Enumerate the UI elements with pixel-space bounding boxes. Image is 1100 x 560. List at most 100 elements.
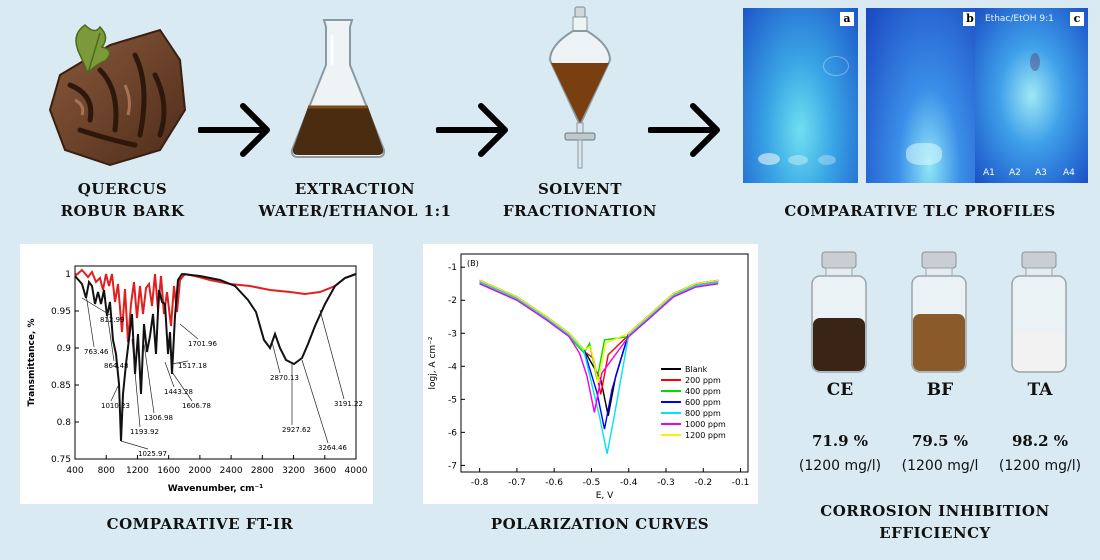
polar-y-tick-label: -4 <box>448 362 457 372</box>
ftir-peak-annotation: 1443.28 <box>164 388 193 396</box>
inhibition-caption: CORROSION INHIBITION EFFICIENCY <box>800 500 1070 544</box>
ftir-peak-annotation: 1306.98 <box>144 414 173 422</box>
ftir-annotation-leader <box>120 440 149 450</box>
tlc-lane-a4: A4 <box>1063 168 1075 178</box>
polar-x-tick-label: -0.1 <box>732 478 750 488</box>
tlc-plate-b: b <box>866 8 981 183</box>
step1-line2: ROBUR BARK <box>60 202 185 220</box>
inhibition-caption-line2: EFFICIENCY <box>879 524 991 542</box>
efficiency-bf: 79.5 % <box>890 432 990 450</box>
tlc-solvent-label: Ethac/EtOH 9:1 <box>985 14 1054 24</box>
vial-powder <box>913 314 965 371</box>
polar-plot-frame <box>460 253 749 473</box>
ftir-annotation-leader <box>105 305 115 362</box>
arrow-right-icon <box>648 103 720 157</box>
sample-label-ta: TA <box>1027 380 1053 400</box>
step1-caption: QUERCUS ROBUR BARK <box>40 178 205 222</box>
polar-x-tick-label: -0.7 <box>508 478 526 488</box>
step2-caption: EXTRACTION WATER/ETHANOL 1:1 <box>255 178 455 222</box>
step3-caption: SOLVENT FRACTIONATION <box>490 178 670 222</box>
ftir-x-tick-label: 800 <box>98 466 115 476</box>
ftir-peak-annotation: 1025.97 <box>138 450 167 458</box>
polar-y-tick-label: -5 <box>448 395 457 405</box>
ftir-x-tick-label: 1600 <box>157 466 180 476</box>
ftir-peak-annotation: 2927.62 <box>282 426 311 434</box>
arrow-right-icon <box>436 103 508 157</box>
efficiency-bf-value: 79.5 <box>911 432 949 450</box>
efficiency-ta: 98.2 % <box>990 432 1090 450</box>
polar-x-tick-label: -0.3 <box>657 478 675 488</box>
ftir-x-tick-label: 2800 <box>251 466 274 476</box>
polar-legend-label: Blank <box>685 365 708 374</box>
polar-panel-label: (B) <box>467 259 479 268</box>
vial-ta-illustration <box>1011 251 1067 373</box>
tlc-lane-a2: A2 <box>1009 168 1021 178</box>
ftir-annotation-leader <box>131 338 141 428</box>
ftir-peak-annotation: 3264.46 <box>318 444 347 452</box>
ftir-peak-annotation: 2870.13 <box>270 374 299 382</box>
ftir-annotation-leader <box>143 343 155 414</box>
concentration-bf: (1200 mg/l <box>901 458 979 474</box>
ftir-y-axis-label: Transmittance, % <box>27 319 37 407</box>
ftir-peak-annotation: 3191.22 <box>334 400 363 408</box>
polar-y-tick-label: -3 <box>448 329 457 339</box>
ftir-x-tick-label: 3200 <box>282 466 305 476</box>
polar-y-tick-label: -7 <box>448 461 457 471</box>
polar-legend-label: 1000 ppm <box>685 420 726 429</box>
polar-legend-label: 200 ppm <box>685 376 721 385</box>
ftir-y-tick-label: 1 <box>65 270 71 280</box>
inhibition-caption-line1: CORROSION INHIBITION <box>820 502 1050 520</box>
ftir-peak-annotation: 1193.92 <box>130 428 159 436</box>
polar-x-axis-label: E, V <box>596 491 614 501</box>
tlc-spot <box>788 155 808 165</box>
tlc-label-c: c <box>1070 12 1084 26</box>
tlc-panel-group: a b c Ethac/EtOH 9:1 A1 A2 A3 A4 <box>743 0 1093 190</box>
tlc-plate-a: a <box>743 8 858 183</box>
polar-x-tick-label: -0.4 <box>620 478 638 488</box>
ftir-plot-frame <box>74 265 357 460</box>
ftir-chart-panel: 400 800 1200 1600 2000 2400 2800 3200 3600 4000 1 0… <box>20 244 373 504</box>
tlc-spot <box>906 143 942 165</box>
tlc-label-a: a <box>840 12 854 26</box>
ftir-annotation-leader <box>301 359 329 444</box>
polarization-caption: POLARIZATION CURVES <box>490 515 710 533</box>
polar-curve-blank <box>479 279 719 416</box>
sample-label-bf: BF <box>926 380 954 400</box>
polar-x-tick-label: -0.2 <box>694 478 712 488</box>
vial-ce-illustration <box>811 251 867 373</box>
tlc-caption: COMPARATIVE TLC PROFILES <box>784 202 1056 220</box>
ftir-x-tick-label: 1200 <box>126 466 149 476</box>
tlc-lane-a3: A3 <box>1035 168 1047 178</box>
ftir-black-curve <box>74 272 357 442</box>
polar-y-axis-label: logj, A cm⁻² <box>428 336 438 389</box>
step2-line2: WATER/ETHANOL 1:1 <box>258 202 452 220</box>
ftir-annotation-leader <box>171 360 189 365</box>
efficiency-bf-unit: % <box>953 432 969 450</box>
ftir-annotation-leader <box>179 323 199 340</box>
polarization-chart-panel: (B) -0.8 -0.7 -0.6 -0.5 -0.4 -0.3 -0.2 -0.1 -1 -2 -… <box>423 244 758 504</box>
tlc-spot <box>818 155 836 165</box>
ftir-peak-annotation: 1606.78 <box>182 402 211 410</box>
ftir-chart: 400 800 1200 1600 2000 2400 2800 3200 3600 400010… <box>27 265 368 494</box>
ftir-annotation-leader <box>171 371 193 402</box>
ftir-x-tick-label: 4000 <box>345 466 368 476</box>
arrow-right-icon <box>198 103 270 157</box>
efficiency-ce: 71.9 % <box>790 432 890 450</box>
tlc-spot <box>823 56 849 76</box>
ftir-annotation-leader <box>271 341 281 374</box>
efficiency-ce-value: 71.9 <box>811 432 849 450</box>
tlc-spot <box>758 153 780 165</box>
polarization-chart: (B) -0.8 -0.7 -0.6 -0.5 -0.4 -0.3 -0.2 -0.1 -1 -2 -… <box>428 253 750 501</box>
polar-curve-1000-ppm <box>479 283 719 413</box>
ftir-x-tick-label: 3600 <box>313 466 336 476</box>
polar-x-tick-label: -0.8 <box>471 478 489 488</box>
ftir-y-tick-label: 0.75 <box>51 455 71 465</box>
polar-legend-label: 400 ppm <box>685 387 721 396</box>
ftir-peak-annotation: 812.99 <box>100 316 125 324</box>
ftir-y-tick-label: 0.9 <box>57 344 72 354</box>
ftir-peak-annotation: 1010.23 <box>101 402 130 410</box>
ftir-annotation-leader <box>85 293 95 348</box>
erlenmeyer-flask-illustration <box>290 19 386 158</box>
step2-line1: EXTRACTION <box>294 180 416 198</box>
ftir-y-tick-label: 0.85 <box>51 381 71 391</box>
